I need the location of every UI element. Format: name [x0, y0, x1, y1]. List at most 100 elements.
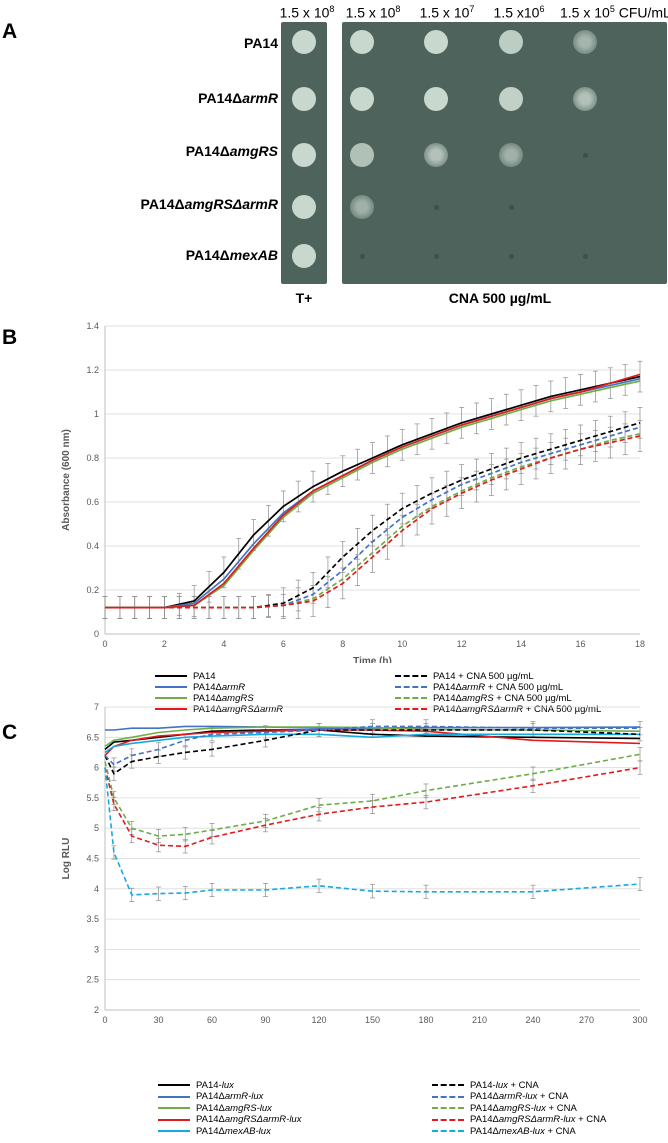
error-bar	[423, 795, 429, 810]
legend-label: PA14ΔamgRS-lux	[196, 1102, 272, 1114]
colony-spot	[350, 195, 374, 219]
x-tick-label: 18	[635, 639, 645, 649]
legend-label: PA14ΔamgRS	[193, 692, 254, 704]
series-line	[104, 766, 641, 848]
y-tick-label: 4	[94, 884, 99, 894]
legend-swatch	[432, 1118, 464, 1121]
legend-label: PA14ΔmexAB-lux + CNA	[470, 1125, 576, 1137]
colony-spot	[508, 204, 514, 210]
colony-spot	[424, 143, 448, 167]
error-bar	[622, 423, 628, 456]
panel-b-letter: B	[2, 326, 18, 349]
x-tick-label: 120	[311, 1015, 326, 1025]
legend-label: PA14-lux + CNA	[470, 1079, 539, 1091]
strain-label-3: PA14ΔamgRS	[185, 143, 278, 159]
x-tick-label: 2	[162, 639, 167, 649]
x-tick-label: 6	[281, 639, 286, 649]
luminescence-chart: 2 2.5 3 3.5 4 4.5 5 5.5 6 6.5 7 0 30 60 90 120 150 180 210…	[61, 702, 648, 1025]
series-line	[104, 729, 641, 775]
series-line	[104, 733, 640, 754]
panel-b-legend: PA14 PA14ΔarmR PA14ΔamgRS PA14ΔamgRSΔarmR PA…	[0, 670, 668, 726]
series-line	[105, 380, 641, 609]
error-bar	[637, 876, 643, 891]
legend-item: PA14ΔamgRSΔarmR-lux + CNA	[432, 1114, 606, 1126]
x-tick-label: 210	[472, 1015, 487, 1025]
legend-label: PA14	[193, 670, 216, 682]
strain-label-5: PA14ΔmexAB	[185, 247, 278, 263]
colony-spot	[292, 195, 316, 219]
legend-label: PA14ΔamgRS + CNA 500 µg/mL	[433, 692, 572, 704]
colony-spot	[433, 253, 439, 259]
legend-swatch	[432, 1084, 464, 1086]
colony-spot	[350, 30, 374, 54]
series-line	[105, 373, 641, 609]
conc-label-control: 1.5 x 108	[279, 4, 335, 21]
y-tick-label: 0.2	[86, 585, 99, 595]
error-bar	[156, 886, 161, 901]
x-tick-label: 10	[397, 639, 407, 649]
legend-label: PA14ΔarmR + CNA 500 µg/mL	[433, 681, 564, 693]
legend-item: PA14	[155, 670, 216, 682]
legend-swatch	[395, 675, 427, 677]
legend-swatch	[158, 1095, 190, 1098]
legend-item: PA14ΔamgRS	[155, 692, 254, 704]
x-axis-title: Time (h)	[353, 656, 392, 663]
colony-spot	[499, 87, 523, 111]
y-tick-label: 3	[94, 944, 99, 954]
x-tick-label: 150	[365, 1015, 380, 1025]
legend-item: PA14-lux	[158, 1079, 234, 1091]
legend-item: PA14ΔamgRSΔarmR	[155, 703, 283, 715]
colony-spot	[582, 253, 588, 259]
legend-label: PA14ΔamgRSΔarmR-lux + CNA	[470, 1114, 607, 1125]
conc-label-3: 1.5 x106	[493, 4, 545, 21]
colony-spot	[292, 143, 316, 167]
colony-spot	[433, 204, 439, 210]
legend-swatch	[158, 1107, 190, 1109]
x-tick-label: 4	[221, 639, 226, 649]
y-axis-title: Absorbance (600 nm)	[61, 429, 72, 531]
x-tick-label: 180	[418, 1015, 433, 1025]
series-line	[105, 375, 641, 609]
strain-label-2: PA14ΔarmR	[198, 90, 278, 106]
y-tick-label: 6	[94, 763, 99, 773]
x-tick-label: 0	[102, 1015, 107, 1025]
colony-spot	[292, 244, 316, 268]
series-line	[105, 725, 641, 731]
colony-spot	[350, 143, 374, 167]
legend-label: PA14ΔmexAB-lux	[196, 1125, 271, 1137]
colony-spot	[582, 152, 588, 158]
series-line	[104, 725, 640, 766]
error-bar	[578, 433, 584, 465]
legend-item: PA14ΔamgRS-lux	[158, 1102, 272, 1114]
x-tick-label: 240	[525, 1015, 540, 1025]
y-tick-label: 2.5	[86, 975, 99, 985]
x-tick-label: 300	[632, 1015, 647, 1025]
colony-spot	[292, 30, 316, 54]
x-tick-label: 90	[260, 1015, 270, 1025]
y-axis-title: Log RLU	[61, 838, 72, 880]
legend-item: PA14ΔarmR + CNA 500 µg/mL	[395, 681, 563, 693]
y-tick-label: 1	[94, 409, 99, 419]
legend-item: PA14ΔamgRS-lux + CNA	[432, 1102, 577, 1114]
conc-label-4: 1.5 x 105 CFU/mL	[560, 4, 668, 21]
legend-swatch	[155, 686, 187, 688]
growth-curve-chart: 0 0.2 0.4 0.6 0.8 1 1.2 1.4 0 2 4 6 8 10 12 14 16 18 Time …	[61, 321, 645, 663]
panel-a-letter: A	[2, 20, 18, 43]
error-bar	[355, 554, 361, 586]
legend-swatch	[432, 1130, 464, 1132]
y-tick-label: 7	[94, 702, 99, 712]
x-tick-label: 0	[102, 639, 107, 649]
legend-label: PA14ΔarmR	[193, 681, 246, 693]
colony-spot	[350, 87, 374, 111]
legend-item: PA14ΔamgRSΔarmR-lux	[158, 1114, 301, 1126]
legend-item: PA14ΔmexAB-lux	[158, 1125, 271, 1137]
colony-spot	[573, 87, 597, 111]
colony-spot	[499, 143, 523, 167]
colony-spot	[499, 30, 523, 54]
strain-label-4: PA14ΔamgRSΔarmR	[140, 196, 278, 212]
legend-item: PA14-lux + CNA	[432, 1079, 539, 1091]
y-tick-label: 4.5	[86, 854, 99, 864]
legend-swatch	[432, 1095, 464, 1098]
x-tick-label: 16	[576, 639, 586, 649]
y-tick-label: 0.4	[86, 541, 99, 551]
